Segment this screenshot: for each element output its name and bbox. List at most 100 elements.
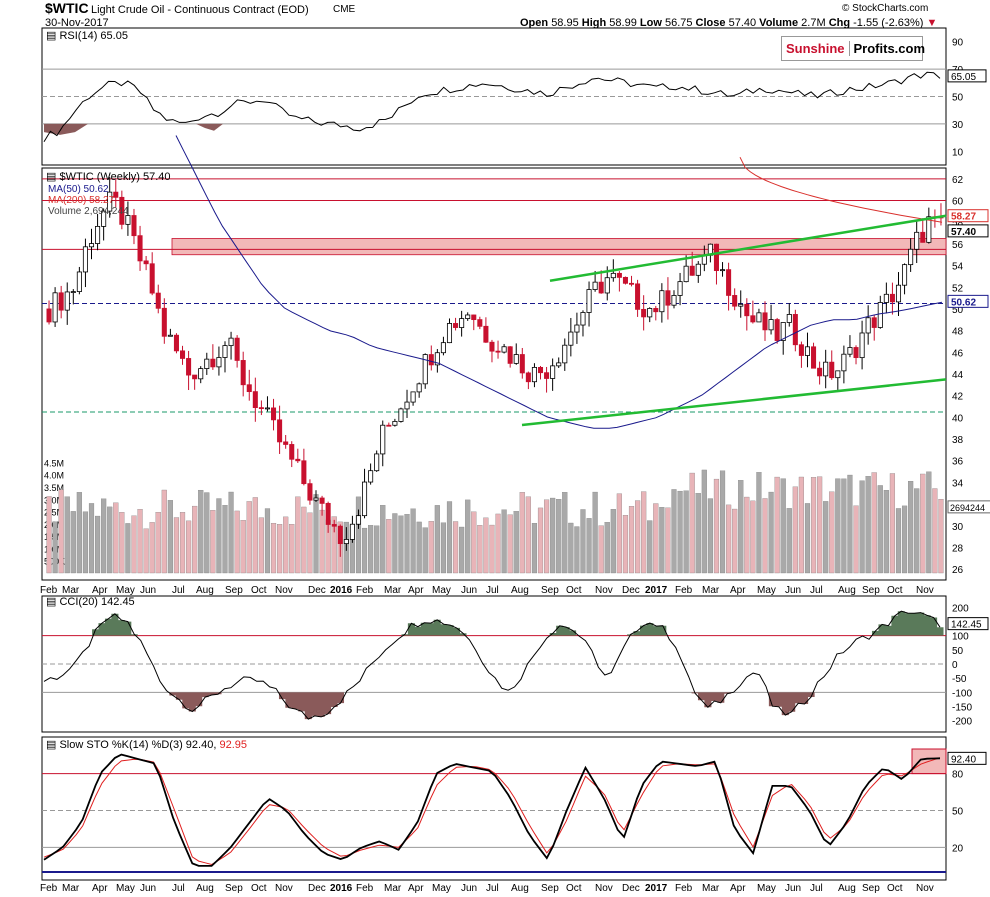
candle-body bbox=[507, 346, 513, 364]
candle-body bbox=[355, 515, 362, 525]
volume-bar bbox=[792, 486, 798, 574]
x-axis-bottom-label: May bbox=[432, 883, 451, 894]
volume-bar bbox=[889, 473, 896, 574]
volume-bar bbox=[732, 508, 738, 574]
candle-body bbox=[537, 366, 544, 374]
candle-body bbox=[720, 269, 726, 272]
volume-bar bbox=[756, 472, 762, 574]
candle-body bbox=[695, 263, 701, 276]
candle-body bbox=[920, 231, 926, 243]
candle-body bbox=[70, 291, 76, 293]
candle-body bbox=[908, 248, 914, 266]
volume-bar bbox=[192, 505, 198, 574]
candle-body bbox=[119, 196, 125, 225]
candle-body bbox=[689, 265, 695, 276]
volume-bar bbox=[701, 469, 707, 574]
volume-bar bbox=[531, 523, 538, 574]
volume-bar bbox=[817, 476, 823, 574]
x-axis-top-label: Apr bbox=[408, 585, 424, 596]
candle-body bbox=[889, 293, 895, 303]
volume-bar bbox=[264, 508, 271, 574]
candle-body bbox=[271, 407, 277, 421]
candle-body bbox=[895, 284, 902, 303]
candle-body bbox=[677, 281, 683, 296]
candle-body bbox=[125, 215, 131, 225]
x-axis-bottom-label: Dec bbox=[622, 883, 640, 894]
watermark: © StockCharts.com bbox=[842, 3, 929, 14]
price-tick-label: 50 bbox=[952, 305, 964, 316]
volume-bar bbox=[161, 489, 167, 574]
candle-body bbox=[489, 341, 495, 352]
volume-bar bbox=[707, 498, 713, 574]
x-axis-bottom-label: Nov bbox=[916, 883, 934, 894]
candle-body bbox=[841, 353, 847, 372]
volume-bar bbox=[908, 481, 914, 574]
volume-bar bbox=[483, 517, 489, 574]
x-axis-top-label: May bbox=[116, 585, 135, 596]
candle-body bbox=[410, 391, 416, 403]
candle-body bbox=[186, 358, 192, 376]
close-price-tag-text: 57.40 bbox=[951, 227, 976, 238]
volume-bar bbox=[683, 490, 689, 574]
candle-body bbox=[46, 308, 52, 323]
volume-bar bbox=[216, 498, 222, 574]
chart-icon: ▤ bbox=[46, 171, 57, 183]
candle-body bbox=[58, 292, 64, 311]
x-axis-top-label: Jul bbox=[810, 585, 823, 596]
ohlc-bar: Open 58.95 High 58.99 Low 56.75 Close 57… bbox=[520, 17, 937, 29]
volume-bar bbox=[301, 506, 307, 574]
candle-body bbox=[804, 346, 811, 356]
price-tick-label: 48 bbox=[952, 327, 964, 338]
volume-bar bbox=[246, 501, 252, 574]
x-axis-bottom-label: Mar bbox=[702, 883, 720, 894]
volume-bar bbox=[525, 496, 531, 574]
candle-body bbox=[738, 303, 744, 307]
volume-bar bbox=[835, 478, 841, 574]
price-tick-label: 26 bbox=[952, 565, 964, 576]
candle-body bbox=[374, 453, 380, 472]
sto-label-d: 92.95 bbox=[219, 739, 247, 751]
candle-body bbox=[914, 231, 920, 250]
x-axis-top-label: Oct bbox=[251, 585, 267, 596]
candle-body bbox=[641, 308, 647, 318]
volume-bar bbox=[222, 505, 228, 574]
volume-value-tag bbox=[947, 500, 990, 514]
volume-bar bbox=[659, 507, 665, 574]
volume-bar bbox=[459, 526, 465, 574]
candle-body bbox=[610, 272, 616, 279]
candle-body bbox=[713, 243, 719, 271]
candle-body bbox=[343, 539, 349, 545]
rsi-tick-label: 30 bbox=[952, 120, 964, 131]
volume-bar bbox=[568, 522, 574, 574]
ma50-tag bbox=[947, 294, 989, 308]
x-axis-top-label: Sep bbox=[225, 585, 243, 596]
x-axis-bottom-label: Dec bbox=[308, 883, 326, 894]
x-axis-bottom-label: Sep bbox=[862, 883, 880, 894]
candle-body bbox=[362, 481, 368, 517]
rsi-tick-label: 90 bbox=[952, 38, 964, 49]
x-axis-bottom-label: Jul bbox=[172, 883, 185, 894]
candle-body bbox=[416, 383, 422, 393]
x-axis-top-label: Apr bbox=[92, 585, 108, 596]
candle-body bbox=[586, 289, 592, 313]
candle-body bbox=[246, 384, 252, 393]
candle-body bbox=[883, 293, 889, 303]
x-axis-top-label: Feb bbox=[356, 585, 374, 596]
candle-body bbox=[264, 407, 270, 410]
rsi-line bbox=[43, 71, 941, 142]
volume-bar bbox=[695, 493, 701, 574]
x-axis-bottom-label: Apr bbox=[92, 883, 108, 894]
candle-body bbox=[398, 408, 404, 422]
candle-body bbox=[798, 344, 804, 356]
candle-body bbox=[192, 374, 198, 380]
x-axis-bottom-label: Jul bbox=[486, 883, 499, 894]
volume-bar bbox=[574, 526, 580, 574]
volume-bar bbox=[537, 507, 544, 574]
volume-bar bbox=[131, 515, 137, 574]
candle-body bbox=[556, 362, 562, 367]
candle-body bbox=[404, 401, 410, 410]
x-axis-bottom-label: Mar bbox=[384, 883, 402, 894]
candle-body bbox=[847, 347, 853, 355]
volume-bar bbox=[762, 498, 768, 574]
volume-bar bbox=[786, 508, 792, 574]
